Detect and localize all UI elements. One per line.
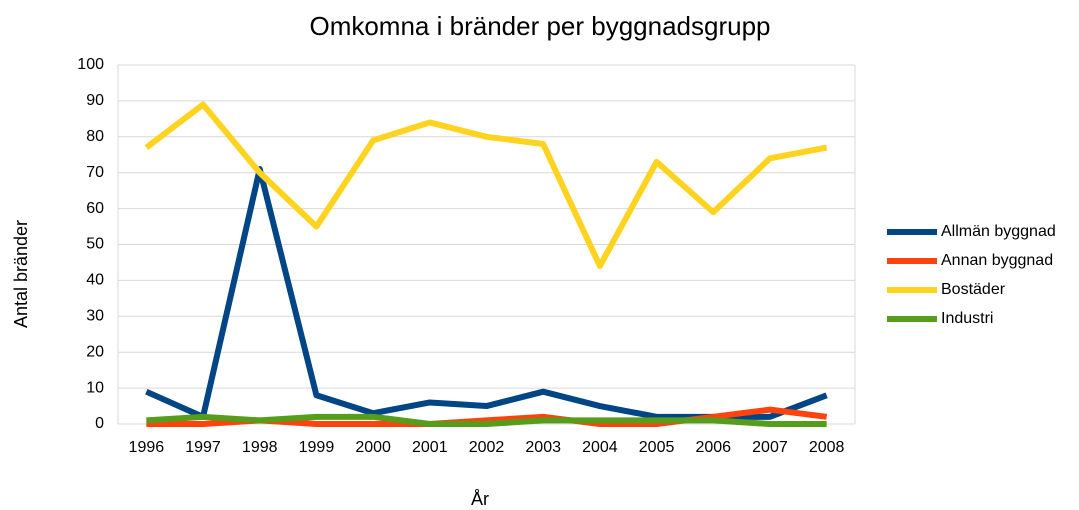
legend-label: Allmän byggnad [941, 223, 1056, 240]
x-tick-label: 2003 [525, 439, 561, 456]
x-tick-label: 2002 [469, 439, 505, 456]
y-tick-label: 90 [86, 92, 104, 109]
x-tick-label: 2007 [752, 439, 788, 456]
x-tick-label: 1997 [185, 439, 221, 456]
series-line [144, 101, 828, 270]
legend-label: Industri [941, 310, 993, 327]
series-line [146, 413, 827, 427]
y-tick-label: 70 [86, 164, 104, 181]
x-tick-label: 2006 [695, 439, 731, 456]
y-tick-label: 30 [86, 308, 104, 325]
x-tick-label: 1998 [242, 439, 278, 456]
x-tick-label: 2001 [412, 439, 448, 456]
y-tick-label: 60 [86, 200, 104, 217]
x-tick-label: 2005 [639, 439, 675, 456]
y-tick-label: 10 [86, 379, 104, 396]
y-axis-label: Antal bränder [11, 220, 31, 328]
x-tick-label: 2004 [582, 439, 618, 456]
y-tick-label: 50 [86, 236, 104, 253]
legend-label: Annan byggnad [941, 252, 1053, 269]
x-axis-label: År [471, 489, 489, 509]
x-tick-label: 2000 [355, 439, 391, 456]
x-tick-label: 1996 [129, 439, 165, 456]
x-tick-label: 1999 [299, 439, 335, 456]
series-line [145, 166, 828, 420]
chart-title: Omkomna i bränder per byggnadsgrupp [309, 11, 770, 41]
x-tick-label: 2008 [809, 439, 845, 456]
y-tick-label: 40 [86, 272, 104, 289]
y-tick-label: 0 [95, 415, 104, 432]
y-tick-label: 20 [86, 343, 104, 360]
y-tick-label: 80 [86, 128, 104, 145]
y-tick-label: 100 [77, 56, 104, 73]
legend-label: Bostäder [941, 281, 1006, 298]
